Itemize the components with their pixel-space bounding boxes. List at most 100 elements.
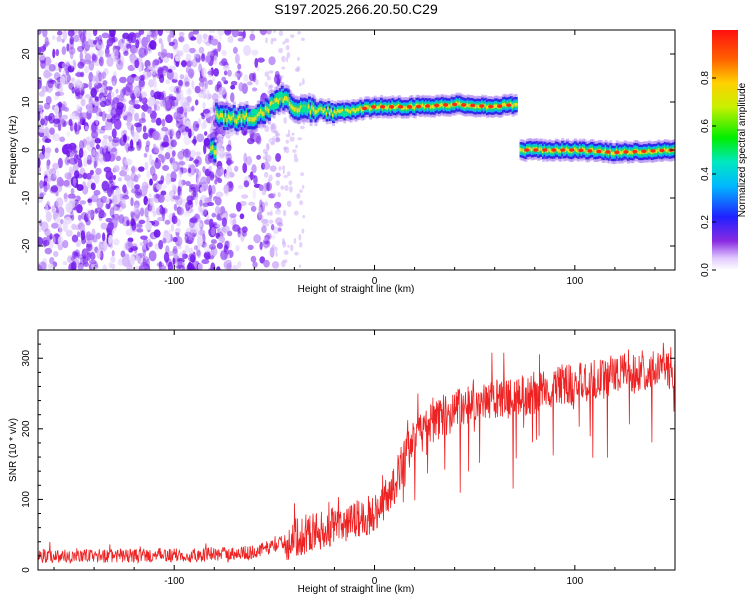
ridge-segment bbox=[396, 105, 400, 109]
noise-speckle bbox=[216, 142, 223, 152]
noise-speckle bbox=[39, 180, 44, 189]
noise-speckle bbox=[172, 195, 181, 200]
noise-speckle bbox=[88, 259, 97, 265]
noise-speckle bbox=[148, 193, 152, 198]
noise-speckle bbox=[101, 32, 110, 39]
noise-speckle bbox=[291, 132, 295, 136]
noise-speckle bbox=[163, 56, 169, 64]
ridge-segment bbox=[367, 105, 371, 109]
noise-speckle bbox=[208, 243, 217, 250]
noise-speckle bbox=[229, 213, 237, 218]
noise-speckle bbox=[226, 262, 232, 270]
noise-speckle bbox=[57, 123, 62, 132]
ridge-segment bbox=[338, 109, 342, 113]
ridge-segment bbox=[564, 148, 568, 153]
noise-speckle bbox=[198, 91, 206, 99]
noise-speckle bbox=[219, 226, 227, 237]
ridge-peak bbox=[397, 105, 404, 109]
noise-speckle bbox=[232, 46, 238, 54]
noise-speckle bbox=[204, 219, 212, 225]
noise-speckle bbox=[40, 221, 49, 232]
noise-speckle bbox=[208, 184, 212, 196]
noise-speckle bbox=[53, 72, 61, 81]
noise-speckle bbox=[64, 216, 72, 225]
noise-speckle bbox=[100, 243, 107, 249]
ridge-segment bbox=[601, 150, 605, 154]
noise-speckle bbox=[136, 228, 144, 233]
noise-speckle bbox=[138, 264, 146, 270]
noise-speckle bbox=[91, 53, 97, 62]
noise-speckle bbox=[38, 157, 41, 168]
noise-speckle bbox=[271, 123, 275, 130]
noise-speckle bbox=[158, 156, 166, 163]
noise-speckle bbox=[101, 110, 107, 122]
noise-speckle bbox=[77, 214, 82, 221]
chart-title: S197.2025.266.20.50.C29 bbox=[274, 1, 438, 17]
noise-speckle bbox=[38, 91, 45, 97]
noise-speckle bbox=[236, 71, 240, 76]
ridge-segment bbox=[211, 145, 215, 150]
ridge-segment bbox=[663, 147, 667, 152]
noise-speckle bbox=[277, 191, 281, 198]
ridge-segment bbox=[484, 103, 488, 108]
noise-speckle bbox=[59, 83, 64, 91]
noise-speckle bbox=[189, 164, 196, 176]
ridge-segment bbox=[599, 148, 603, 153]
noise-speckle bbox=[176, 90, 182, 102]
noise-speckle bbox=[109, 242, 113, 249]
noise-speckle bbox=[49, 127, 55, 135]
ridge-blob bbox=[250, 108, 259, 115]
noise-speckle bbox=[100, 241, 108, 252]
noise-speckle bbox=[251, 87, 258, 92]
ridge-peak bbox=[497, 104, 503, 108]
noise-speckle bbox=[190, 200, 194, 209]
ridge-segment bbox=[320, 107, 324, 111]
noise-speckle bbox=[157, 30, 163, 37]
noise-speckle bbox=[285, 139, 290, 144]
noise-speckle bbox=[145, 140, 151, 148]
ridge-segment bbox=[378, 105, 382, 110]
noise-speckle bbox=[215, 191, 224, 198]
ridge-segment bbox=[583, 148, 587, 152]
ridge-segment bbox=[447, 104, 451, 108]
noise-speckle bbox=[267, 90, 271, 94]
noise-speckle bbox=[47, 78, 54, 89]
noise-speckle bbox=[122, 32, 130, 40]
noise-speckle bbox=[278, 30, 284, 37]
noise-speckle bbox=[159, 130, 166, 139]
noise-speckle bbox=[239, 213, 245, 220]
noise-speckle bbox=[148, 241, 153, 247]
noise-speckle bbox=[190, 195, 195, 201]
noise-speckle bbox=[226, 157, 232, 167]
noise-speckle bbox=[194, 168, 200, 174]
ridge-segment bbox=[354, 109, 358, 114]
noise-speckle bbox=[208, 165, 213, 172]
noise-speckle bbox=[230, 80, 238, 86]
noise-speckle bbox=[75, 88, 81, 100]
noise-speckle bbox=[196, 249, 202, 258]
noise-speckle bbox=[238, 184, 244, 190]
noise-speckle bbox=[207, 79, 213, 86]
noise-speckle bbox=[158, 38, 163, 44]
ridge-segment bbox=[602, 150, 606, 155]
noise-speckle bbox=[207, 70, 214, 75]
ridge-peak bbox=[434, 103, 440, 108]
noise-speckle bbox=[245, 156, 253, 166]
noise-speckle bbox=[189, 217, 198, 224]
noise-speckle bbox=[210, 239, 217, 245]
noise-speckle bbox=[77, 158, 83, 168]
noise-speckle bbox=[161, 126, 169, 132]
noise-speckle bbox=[82, 150, 88, 157]
noise-speckle bbox=[234, 70, 243, 78]
noise-speckle bbox=[140, 91, 147, 98]
ridge-segment bbox=[223, 117, 227, 123]
noise-speckle bbox=[76, 203, 83, 214]
noise-speckle bbox=[130, 218, 136, 227]
colorbar-tick-label: 0.6 bbox=[700, 119, 711, 133]
noise-speckle bbox=[111, 128, 117, 139]
ridge-segment bbox=[386, 106, 390, 110]
noise-speckle bbox=[207, 93, 213, 100]
noise-speckle bbox=[299, 189, 303, 193]
noise-speckle bbox=[66, 43, 70, 52]
noise-speckle bbox=[266, 76, 271, 81]
